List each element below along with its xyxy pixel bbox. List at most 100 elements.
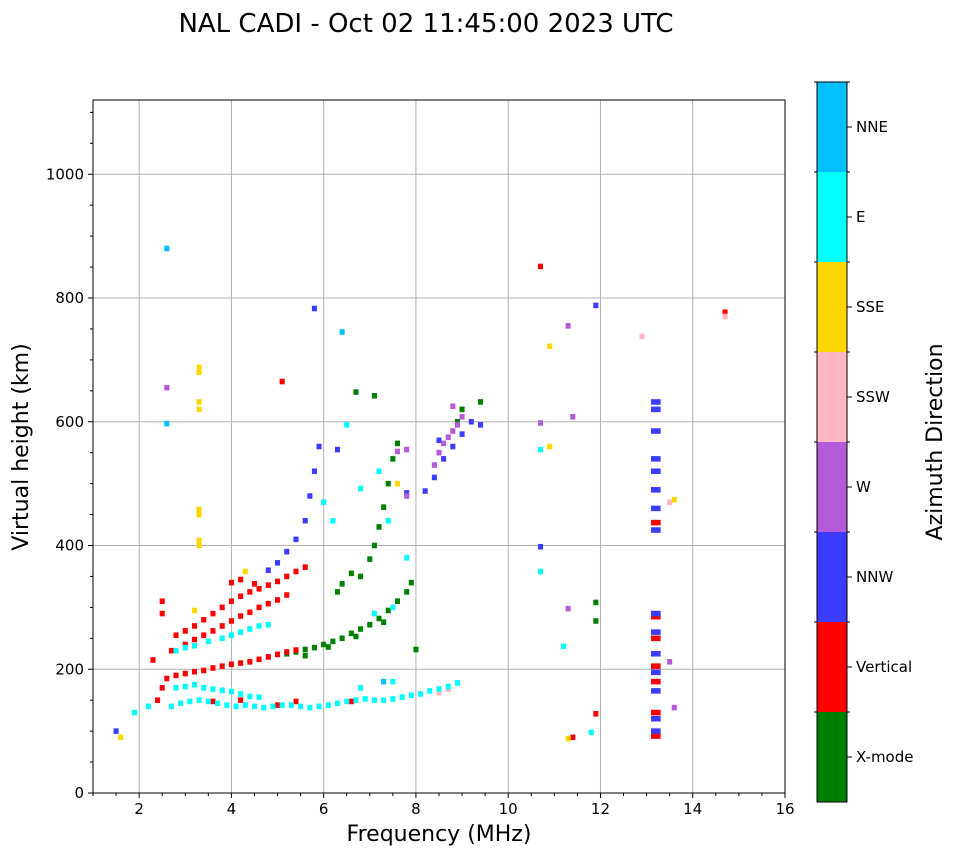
data-point [381,619,387,626]
data-point [344,698,350,705]
data-point [593,302,599,309]
data-point [459,431,465,437]
data-point [270,703,276,710]
data-point [390,604,396,611]
data-point [339,329,345,335]
plot-area: 2 4 6 8 10 12 14 16 0 200 400 600 800 1000 [46,99,795,818]
data-point [307,704,313,711]
data-point [210,698,216,705]
data-point [477,422,484,428]
data-point [651,428,661,434]
data-point [196,542,202,549]
data-point [454,680,460,686]
data-point [408,579,414,586]
data-point [228,661,234,668]
data-point [348,698,354,705]
data-point [196,364,202,371]
data-point [367,621,373,628]
colorbar-segment [817,712,847,802]
data-point [242,702,248,708]
data-point [247,626,253,632]
data-point [445,434,451,441]
data-point [565,735,571,742]
data-point [376,615,382,622]
data-point [404,589,410,595]
x-tick-label: 2 [134,800,144,818]
data-point [371,392,377,399]
data-point [651,610,661,617]
data-point [215,700,221,707]
data-point [238,629,244,635]
data-point [413,646,419,653]
x-tick-label: 12 [591,800,610,818]
data-point [390,696,396,702]
data-point [293,698,299,705]
data-point [191,636,198,643]
data-point [722,309,728,316]
data-point [316,443,322,450]
data-point [113,728,119,734]
data-point [547,443,553,450]
data-point [334,700,341,707]
data-point [228,688,234,695]
data-point [362,696,368,702]
data-point [325,702,331,708]
data-point [422,488,428,494]
data-point [293,568,299,575]
colorbar-segment [817,352,847,442]
data-point [565,605,571,612]
data-point [288,702,294,708]
data-point [381,697,387,703]
data-point [196,406,202,413]
data-point [651,688,661,694]
data-point [155,697,161,703]
data-point [293,536,299,543]
data-point [219,635,225,642]
data-point [145,703,151,710]
data-point [565,323,571,329]
data-point [284,573,290,580]
data-point [651,613,661,620]
data-point [722,313,728,320]
data-point [164,675,170,682]
data-point [182,644,188,651]
data-point [651,635,661,642]
data-point [131,709,138,716]
series-e [131,422,594,736]
data-point [251,581,258,587]
data-point [164,245,170,252]
chart-title: NAL CADI - Oct 02 11:45:00 2023 UTC [178,9,673,39]
data-marks [113,245,728,742]
data-point [651,709,661,716]
data-point [164,420,170,427]
data-point [159,685,165,691]
data-point [256,694,262,700]
data-point [671,704,677,711]
data-point [256,586,262,592]
data-point [274,560,281,566]
colorbar-segment [817,622,847,712]
data-point [404,490,410,496]
data-point [191,642,198,649]
data-point [348,570,354,577]
series-nne [164,245,387,685]
data-point [238,613,244,619]
data-point [210,665,216,671]
series-w [164,323,677,711]
data-point [353,633,359,640]
data-point [399,694,405,700]
colorbar-tick-label: NNW [856,568,893,586]
data-point [450,443,456,450]
data-point [651,650,661,657]
data-point [201,616,207,623]
data-point [302,646,308,653]
data-point [371,610,377,617]
data-point [196,506,202,513]
plot-frame-bg [93,100,785,793]
data-point [450,403,456,410]
data-point [251,703,258,710]
data-point [247,693,253,700]
data-point [196,697,202,703]
colorbar-tick-label: E [856,208,865,226]
data-point [238,691,244,697]
